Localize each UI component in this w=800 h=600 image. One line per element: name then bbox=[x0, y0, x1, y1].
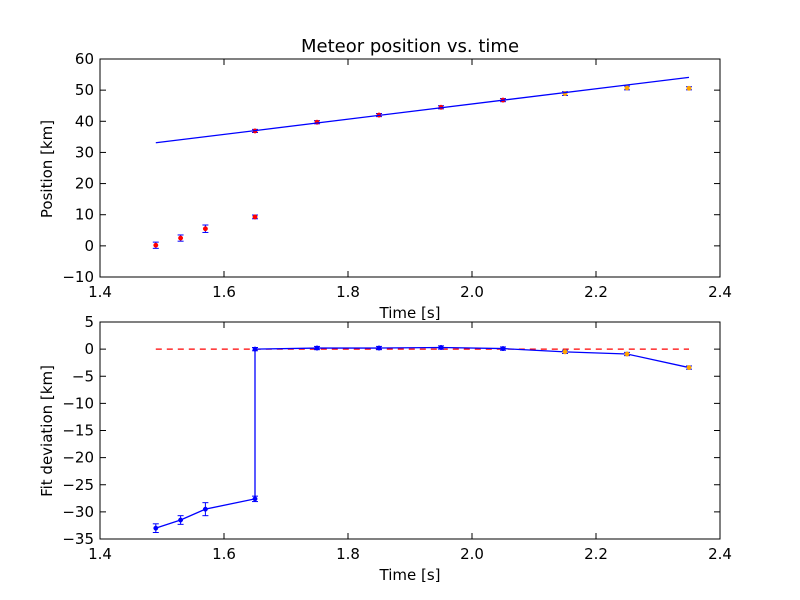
y-tick-label: −5 bbox=[72, 367, 94, 385]
chart-title: Meteor position vs. time bbox=[301, 36, 519, 57]
data-point bbox=[500, 346, 506, 352]
y-tick-label: 40 bbox=[75, 112, 94, 130]
x-tick-label: 1.8 bbox=[336, 545, 360, 563]
y-tick-label: 10 bbox=[75, 206, 94, 224]
y-tick-label: −15 bbox=[62, 422, 94, 440]
data-point bbox=[252, 214, 258, 220]
y-tick-label: −20 bbox=[62, 449, 94, 467]
data-point bbox=[438, 345, 444, 350]
x-axis-label: Time [s] bbox=[379, 566, 441, 584]
plot-frame bbox=[99, 58, 721, 278]
y-tick-label: −30 bbox=[62, 503, 94, 521]
data-point bbox=[624, 85, 630, 91]
x-axis-label: Time [s] bbox=[379, 304, 441, 322]
x-tick-label: 2.2 bbox=[584, 283, 608, 301]
data-point bbox=[153, 242, 159, 248]
y-tick-label: 0 bbox=[84, 340, 94, 358]
data-point bbox=[178, 235, 184, 241]
y-tick-label: 50 bbox=[75, 81, 94, 99]
data-point bbox=[252, 346, 258, 352]
data-point bbox=[252, 496, 258, 502]
x-tick-label: 1.4 bbox=[88, 545, 112, 563]
data-point bbox=[562, 349, 568, 355]
y-tick-label: 5 bbox=[84, 313, 94, 331]
y-tick-label: 30 bbox=[75, 143, 94, 161]
x-tick-label: 1.4 bbox=[88, 283, 112, 301]
data-point bbox=[376, 345, 382, 351]
y-tick-label: 20 bbox=[75, 175, 94, 193]
y-tick-label: 0 bbox=[84, 237, 94, 255]
data-point bbox=[202, 506, 208, 512]
data-point bbox=[624, 351, 630, 357]
data-point bbox=[686, 85, 692, 91]
deviation-panel: Time [s] Fit deviation [km] 1.4 1.6 1.8 2.0… bbox=[38, 313, 732, 584]
series-line bbox=[155, 76, 690, 144]
data-point bbox=[314, 345, 320, 351]
data-point bbox=[686, 365, 692, 371]
position-panel: Meteor position vs. time Time [s] Positi… bbox=[38, 36, 732, 322]
series-line bbox=[155, 346, 690, 529]
x-tick-label: 1.6 bbox=[212, 545, 236, 563]
y-tick-label: 60 bbox=[75, 50, 94, 68]
data-point bbox=[153, 525, 159, 531]
y-tick-label: −35 bbox=[62, 530, 94, 548]
x-tick-label: 1.6 bbox=[212, 283, 236, 301]
x-tick-label: 1.8 bbox=[336, 283, 360, 301]
y-tick-label: −25 bbox=[62, 476, 94, 494]
data-point bbox=[202, 226, 208, 232]
x-tick-label: 2.4 bbox=[708, 545, 732, 563]
x-tick-label: 2.0 bbox=[460, 283, 484, 301]
y-axis-label: Position [km] bbox=[38, 120, 56, 218]
x-tick-label: 2.0 bbox=[460, 545, 484, 563]
data-point bbox=[178, 517, 184, 523]
y-axis-label: Fit deviation [km] bbox=[38, 365, 56, 497]
y-tick-label: −10 bbox=[62, 268, 94, 286]
y-tick-label: −10 bbox=[62, 394, 94, 412]
x-tick-label: 2.2 bbox=[584, 545, 608, 563]
x-tick-label: 2.4 bbox=[708, 283, 732, 301]
